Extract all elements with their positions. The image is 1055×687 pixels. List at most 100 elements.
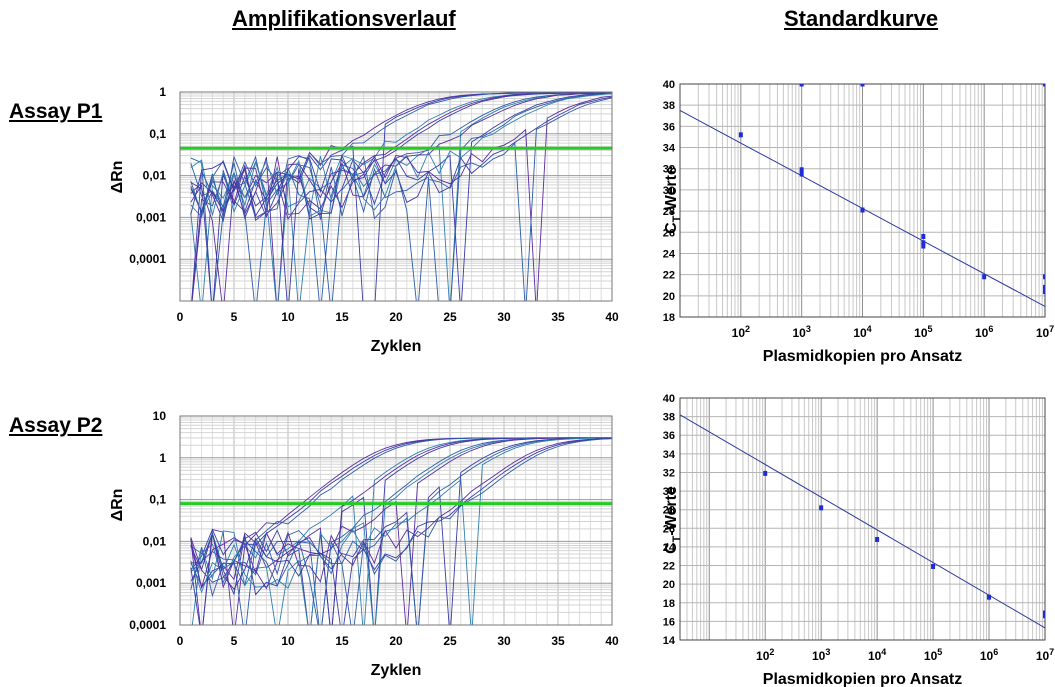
x-tick-label: 107 — [1036, 324, 1054, 340]
data-point — [1043, 289, 1045, 295]
x-tick-label: 40 — [605, 634, 619, 648]
y-tick-label: 28 — [663, 206, 675, 218]
x-tick-label: 35 — [551, 310, 565, 324]
x-tick-label: 10 — [281, 634, 295, 648]
amplification-curve — [190, 92, 612, 301]
y-tick-label: 26 — [663, 523, 675, 535]
y-tick-label: 28 — [663, 505, 675, 517]
x-tick-label: 102 — [732, 324, 750, 340]
y-tick-label: 18 — [663, 598, 675, 610]
y-tick-label: 0,01 — [143, 169, 167, 183]
data-point — [921, 243, 926, 249]
y-tick-label: 40 — [663, 79, 675, 91]
data-point — [982, 274, 987, 280]
x-tick-label: 30 — [497, 634, 511, 648]
amplification-curve — [190, 438, 612, 625]
data-point — [763, 470, 768, 476]
data-point — [1043, 610, 1045, 616]
y-tick-label: 10 — [153, 409, 167, 423]
x-tick-label: 25 — [443, 634, 457, 648]
data-point — [1043, 284, 1045, 290]
y-tick-label: 20 — [663, 579, 675, 591]
x-tick-label: 20 — [389, 310, 403, 324]
y-tick-label: 0,001 — [136, 576, 166, 590]
data-point — [799, 167, 804, 173]
standard-curve-group — [680, 414, 1045, 629]
x-tick-label: 15 — [335, 310, 349, 324]
data-point — [921, 234, 926, 240]
y-axis-label: ΔRn — [109, 161, 126, 194]
x-tick-label: 0 — [177, 310, 184, 324]
x-tick-label: 0 — [177, 634, 184, 648]
y-tick-label: 30 — [663, 185, 675, 197]
y-tick-label: 36 — [663, 121, 675, 133]
x-axis-label: Plasmidkopien pro Ansatz — [763, 348, 962, 365]
y-tick-label: 0,001 — [136, 210, 166, 224]
y-tick-label: 38 — [663, 100, 675, 112]
amplification-curve — [191, 95, 612, 301]
x-tick-label: 25 — [443, 310, 457, 324]
x-tick-label: 20 — [389, 634, 403, 648]
plot-frame — [179, 415, 613, 626]
x-tick-label: 106 — [975, 324, 993, 340]
data-point — [987, 594, 992, 600]
y-tick-label: 0,0001 — [129, 252, 166, 266]
y-tick-label: 0,1 — [149, 127, 166, 141]
assay-label-p1: Assay P1 — [9, 100, 103, 123]
y-tick-label: 24 — [663, 542, 676, 554]
standard-curve-group — [680, 84, 1045, 307]
data-point — [819, 505, 824, 511]
y-tick-label: 18 — [663, 312, 675, 324]
x-tick-label: 5 — [231, 634, 238, 648]
amplification-curve — [190, 437, 612, 625]
x-tick-label: 10 — [281, 310, 295, 324]
amplification-curve — [190, 97, 612, 301]
y-tick-label: 32 — [663, 467, 675, 479]
x-tick-label: 104 — [868, 647, 886, 663]
x-axis-label: Zyklen — [371, 338, 422, 355]
y-tick-label: 20 — [663, 291, 675, 303]
y-tick-label: 0,0001 — [129, 618, 166, 632]
x-tick-label: 105 — [924, 647, 942, 663]
data-point — [738, 132, 743, 138]
x-tick-label: 107 — [1036, 647, 1054, 663]
x-tick-label: 105 — [914, 324, 932, 340]
amplification-curve — [190, 437, 612, 625]
y-tick-label: 1 — [159, 451, 166, 465]
amplification-curves — [190, 437, 612, 625]
data-point — [1043, 274, 1045, 280]
data-point — [931, 563, 936, 569]
amplification-curve — [190, 92, 612, 223]
data-point — [799, 84, 804, 87]
y-tick-label: 34 — [663, 449, 676, 461]
x-tick-label: 15 — [335, 634, 349, 648]
data-point — [799, 171, 804, 177]
amplification-curve — [190, 93, 612, 301]
data-point — [1043, 613, 1045, 619]
y-tick-label: 0,01 — [143, 534, 167, 548]
y-tick-label: 24 — [663, 248, 676, 260]
amplification-curve — [190, 437, 612, 625]
y-tick-label: 40 — [663, 393, 675, 405]
y-tick-label: 22 — [663, 561, 675, 573]
x-tick-label: 104 — [853, 324, 871, 340]
amplification-curve — [190, 438, 612, 625]
amplification-curves — [190, 92, 612, 301]
regression-line — [680, 414, 1045, 629]
heading-standardkurve: Standardkurve — [784, 6, 939, 31]
x-tick-label: 103 — [792, 324, 810, 340]
y-tick-label: 26 — [663, 227, 675, 239]
y-tick-label: 32 — [663, 164, 675, 176]
x-tick-label: 40 — [605, 310, 619, 324]
y-tick-label: 14 — [663, 635, 676, 647]
y-tick-label: 34 — [663, 143, 676, 155]
x-tick-label: 106 — [980, 647, 998, 663]
y-tick-label: 16 — [663, 616, 675, 628]
heading-amplifikationsverlauf: Amplifikationsverlauf — [232, 6, 456, 31]
x-tick-label: 103 — [812, 647, 830, 663]
data-point — [875, 536, 880, 542]
amplification-curve — [190, 92, 612, 301]
amplification-curve — [190, 93, 612, 301]
x-axis-label: Plasmidkopien pro Ansatz — [763, 671, 962, 687]
